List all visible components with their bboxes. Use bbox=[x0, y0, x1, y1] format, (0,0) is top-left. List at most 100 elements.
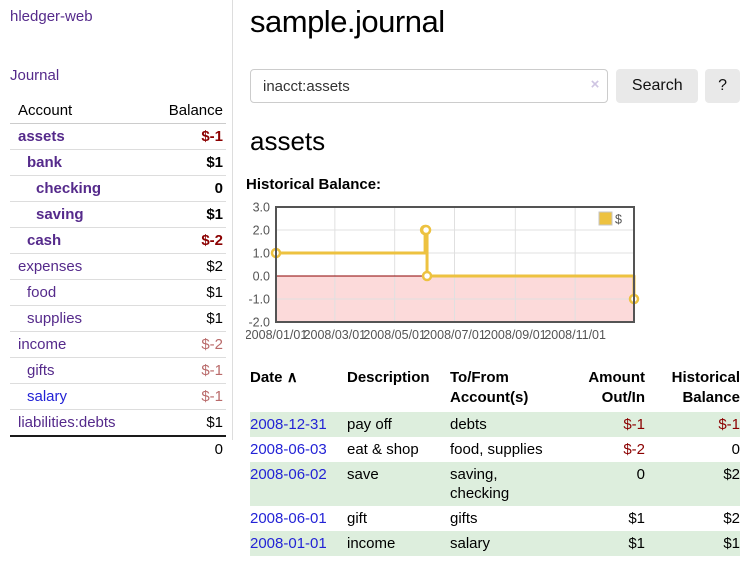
svg-text:3.0: 3.0 bbox=[253, 201, 270, 215]
transaction-accounts: salary bbox=[450, 535, 491, 552]
transaction-date[interactable]: 2008-01-01 bbox=[250, 535, 327, 552]
register-header-accounts: To/From Account(s) bbox=[450, 369, 529, 406]
account-balance: $1 bbox=[144, 409, 226, 437]
transaction-date[interactable]: 2008-06-03 bbox=[250, 441, 327, 458]
app-brand-link[interactable]: hledger-web bbox=[10, 8, 93, 25]
transaction-amount: $1 bbox=[628, 510, 645, 527]
register-header-amount: Amount Out/In bbox=[588, 369, 645, 406]
accounts-header-account: Account bbox=[10, 99, 145, 124]
transaction-balance: $-1 bbox=[718, 416, 740, 433]
account-link[interactable]: assets bbox=[18, 128, 65, 145]
account-link[interactable]: cash bbox=[27, 232, 62, 249]
svg-text:-1.0: -1.0 bbox=[248, 293, 270, 307]
transaction-accounts: debts bbox=[450, 416, 487, 433]
account-balance: $-1 bbox=[144, 357, 226, 384]
account-balance: $-1 bbox=[144, 123, 226, 150]
accounts-total-balance: 0 bbox=[144, 435, 226, 462]
account-row: cash $-2 bbox=[10, 227, 226, 254]
transaction-row[interactable]: 2008-06-03 eat & shop food, supplies $-2… bbox=[250, 437, 740, 462]
transaction-accounts: saving, checking bbox=[450, 466, 510, 502]
transaction-balance: $1 bbox=[723, 535, 740, 552]
svg-text:2008/03/01: 2008/03/01 bbox=[304, 328, 367, 342]
register-body: 2008-12-31 pay off debts $-1 $-1 2008-06… bbox=[250, 412, 740, 556]
page-title: sample.journal bbox=[250, 4, 445, 39]
account-row: food $1 bbox=[10, 279, 226, 306]
transaction-accounts: food, supplies bbox=[450, 441, 543, 458]
transaction-description: income bbox=[347, 535, 396, 552]
svg-text:2.0: 2.0 bbox=[253, 224, 270, 238]
account-link[interactable]: checking bbox=[36, 180, 102, 197]
register-header-row: Date ∧ Description To/From Account(s) Am… bbox=[250, 366, 740, 412]
help-button[interactable]: ? bbox=[705, 69, 740, 103]
svg-text:2008/09/01: 2008/09/01 bbox=[484, 328, 547, 342]
transaction-description: eat & shop bbox=[347, 441, 419, 458]
svg-text:2008/05/01: 2008/05/01 bbox=[363, 328, 426, 342]
transaction-row[interactable]: 2008-06-02 save saving, checking 0 $2 bbox=[250, 462, 740, 506]
account-link[interactable]: liabilities:debts bbox=[18, 414, 116, 431]
register-header-description: Description bbox=[347, 369, 430, 386]
svg-text:2008/07/01: 2008/07/01 bbox=[423, 328, 486, 342]
account-row: checking 0 bbox=[10, 175, 226, 202]
legend-label: $ bbox=[615, 213, 622, 227]
main-content: sample.journal × Search ? assets Histori… bbox=[245, 0, 740, 556]
transaction-date[interactable]: 2008-06-01 bbox=[250, 510, 327, 527]
account-row: liabilities:debts $1 bbox=[10, 409, 226, 437]
svg-text:1.0: 1.0 bbox=[253, 247, 270, 261]
chart-title: Historical Balance: bbox=[246, 176, 382, 193]
register-table: Date ∧ Description To/From Account(s) Am… bbox=[250, 366, 740, 556]
account-link[interactable]: gifts bbox=[27, 362, 55, 379]
account-row: salary $-1 bbox=[10, 383, 226, 410]
svg-text:-2.0: -2.0 bbox=[248, 316, 270, 330]
search-input-wrap: × bbox=[250, 69, 609, 103]
transaction-amount: $-1 bbox=[623, 416, 645, 433]
account-balance: $1 bbox=[144, 279, 226, 306]
account-row: gifts $-1 bbox=[10, 357, 226, 384]
account-link[interactable]: supplies bbox=[27, 310, 83, 327]
transaction-date[interactable]: 2008-12-31 bbox=[250, 416, 327, 433]
transaction-description: save bbox=[347, 466, 379, 483]
svg-text:2008/01/01: 2008/01/01 bbox=[246, 328, 307, 342]
account-row: supplies $1 bbox=[10, 305, 226, 332]
sidebar-item-journal[interactable]: Journal bbox=[10, 67, 60, 84]
account-row: bank $1 bbox=[10, 149, 226, 176]
account-link[interactable]: income bbox=[18, 336, 67, 353]
sort-asc-icon: ∧ bbox=[286, 369, 298, 386]
transaction-amount: $1 bbox=[628, 535, 645, 552]
transaction-row[interactable]: 2008-06-01 gift gifts $1 $2 bbox=[250, 506, 740, 531]
account-balance: $1 bbox=[144, 149, 226, 176]
svg-text:2008/11/01: 2008/11/01 bbox=[544, 328, 606, 342]
account-heading: assets bbox=[250, 126, 326, 156]
accounts-header-balance: Balance bbox=[144, 99, 226, 124]
accounts-total-row: 0 bbox=[10, 435, 226, 462]
historical-balance-chart: -2.0 -1.0 0.0 1.0 2.0 3.0 2008/01/01 2008/03/01… bbox=[245, 200, 740, 353]
transaction-balance: 0 bbox=[731, 441, 740, 458]
account-balance: $1 bbox=[144, 201, 226, 228]
transaction-row[interactable]: 2008-12-31 pay off debts $-1 $-1 bbox=[250, 412, 740, 437]
account-link[interactable]: salary bbox=[27, 388, 68, 405]
register-header-balance: Historical Balance bbox=[671, 369, 740, 406]
account-link[interactable]: saving bbox=[36, 206, 84, 223]
search-input[interactable] bbox=[250, 69, 609, 103]
transaction-row[interactable]: 2008-01-01 income salary $1 $1 bbox=[250, 531, 740, 556]
account-balance: $-2 bbox=[144, 227, 226, 254]
register-header-date[interactable]: Date ∧ bbox=[250, 369, 298, 386]
transaction-balance: $2 bbox=[723, 466, 740, 483]
account-balance: $2 bbox=[144, 253, 226, 280]
account-balance: 0 bbox=[144, 175, 226, 202]
search-button[interactable]: Search bbox=[616, 69, 699, 103]
accounts-header-row: Account Balance bbox=[10, 99, 226, 124]
transaction-balance: $2 bbox=[723, 510, 740, 527]
accounts-table: Account Balance assets $-1 bank $1 check… bbox=[10, 99, 226, 462]
account-balance: $-2 bbox=[144, 331, 226, 358]
account-row: saving $1 bbox=[10, 201, 226, 228]
account-row: income $-2 bbox=[10, 331, 226, 358]
account-link[interactable]: food bbox=[27, 284, 57, 301]
accounts-body: assets $-1 bank $1 checking 0 saving $1 … bbox=[10, 123, 226, 437]
transaction-date[interactable]: 2008-06-02 bbox=[250, 466, 327, 483]
clear-search-icon[interactable]: × bbox=[590, 76, 600, 93]
account-link[interactable]: bank bbox=[27, 154, 63, 171]
account-row: expenses $2 bbox=[10, 253, 226, 280]
transaction-description: pay off bbox=[347, 416, 392, 433]
account-link[interactable]: expenses bbox=[18, 258, 83, 275]
